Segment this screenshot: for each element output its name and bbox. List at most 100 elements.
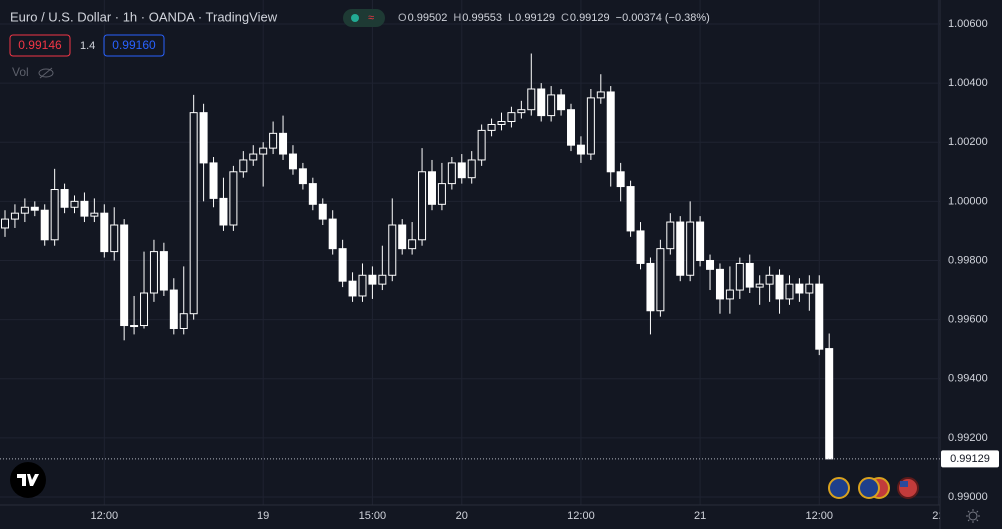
candle-body bbox=[527, 88, 536, 111]
logo-bg bbox=[10, 462, 46, 498]
candle-body bbox=[735, 262, 744, 291]
candle-body bbox=[547, 94, 556, 117]
candle-body bbox=[567, 109, 576, 146]
candle-body bbox=[447, 162, 456, 185]
candle-body bbox=[795, 283, 804, 294]
event-eu[interactable] bbox=[858, 477, 880, 499]
flag-canton bbox=[900, 481, 908, 487]
y-tick-label: 0.99200 bbox=[948, 432, 988, 444]
candle-body bbox=[576, 144, 585, 155]
candle-body bbox=[308, 183, 317, 205]
y-tick-label: 1.00000 bbox=[948, 195, 988, 207]
x-tick-label: 12:00 bbox=[805, 510, 833, 522]
candle-body bbox=[60, 189, 69, 208]
candle-body bbox=[20, 206, 29, 214]
ask-box[interactable] bbox=[103, 34, 165, 57]
eye-icon bbox=[38, 68, 54, 78]
candle-body bbox=[775, 274, 784, 300]
candle-body bbox=[358, 274, 367, 297]
candle-body bbox=[199, 112, 208, 164]
price-axis-panel bbox=[940, 0, 1002, 529]
spread: 1.4 bbox=[80, 40, 95, 52]
ohlc-key: L bbox=[508, 12, 514, 24]
x-tick-label: 12:00 bbox=[91, 510, 119, 522]
candle-body bbox=[725, 289, 734, 300]
candle-body bbox=[130, 325, 139, 328]
candle-body bbox=[338, 248, 347, 282]
candle-body bbox=[209, 162, 218, 199]
ohlc-key: C bbox=[561, 12, 569, 24]
logo-mark bbox=[17, 474, 39, 486]
event-eu[interactable] bbox=[828, 477, 850, 499]
candle-body bbox=[179, 313, 188, 329]
volume-label: Vol bbox=[12, 65, 29, 79]
candle-body bbox=[10, 212, 19, 220]
candle-body bbox=[606, 91, 615, 173]
candle-body bbox=[815, 283, 824, 350]
candle-body bbox=[765, 274, 774, 285]
candle-body bbox=[487, 123, 496, 131]
ohlc-change: −0.00374 (−0.38%) bbox=[616, 12, 710, 24]
candle-body bbox=[149, 251, 158, 294]
candle-body bbox=[467, 159, 476, 179]
x-tick-label: 21 bbox=[694, 510, 706, 522]
last-price-box bbox=[941, 450, 999, 468]
candle-body bbox=[616, 171, 625, 188]
events bbox=[828, 477, 919, 499]
last-price-label: 0.99129 bbox=[950, 453, 990, 465]
candle-body bbox=[120, 224, 129, 327]
bid-price: 0.99146 bbox=[18, 38, 62, 52]
ohlc-key: O bbox=[398, 12, 407, 24]
settings-icon[interactable] bbox=[966, 509, 980, 523]
candle-body bbox=[298, 168, 307, 185]
ohlc-key: H bbox=[453, 12, 461, 24]
candle-body bbox=[745, 262, 754, 288]
y-tick-label: 1.00200 bbox=[948, 136, 988, 148]
candle-body bbox=[288, 153, 297, 170]
ohlc-legend: O 0.99502 H 0.99553 L 0.99129 C 0.99129 −0.00374… bbox=[398, 12, 710, 24]
candle-body bbox=[686, 221, 695, 276]
candle-body bbox=[557, 94, 566, 111]
candle-body bbox=[159, 251, 168, 291]
time-axis: 12:00 19 15:00 20 12:00 21 12:00 22 bbox=[91, 510, 945, 522]
candle-body bbox=[269, 132, 278, 149]
candle-body bbox=[537, 88, 546, 117]
candle-body bbox=[656, 248, 665, 312]
candle-body bbox=[755, 283, 764, 288]
ask-price: 0.99160 bbox=[112, 38, 156, 52]
candle-body bbox=[368, 274, 377, 285]
candle-body bbox=[219, 197, 228, 226]
candle-body bbox=[229, 171, 238, 226]
candle-body bbox=[646, 262, 655, 312]
candle-body bbox=[427, 171, 436, 205]
hide-volume-icon[interactable] bbox=[38, 67, 54, 79]
candle-body bbox=[636, 230, 645, 264]
y-tick-label: 0.99400 bbox=[948, 373, 988, 385]
candle-body bbox=[90, 212, 99, 217]
bid-box[interactable] bbox=[9, 34, 71, 57]
candle-body bbox=[80, 200, 89, 217]
candle-body bbox=[50, 189, 59, 241]
candle-body bbox=[785, 283, 794, 300]
y-tick-label: 1.00400 bbox=[948, 77, 988, 89]
candle-body bbox=[408, 239, 417, 250]
candle-body bbox=[110, 224, 119, 253]
candle-body bbox=[457, 162, 466, 179]
candle-body bbox=[805, 283, 814, 294]
candle-body bbox=[100, 212, 109, 253]
candle-body bbox=[586, 97, 595, 155]
logo[interactable] bbox=[10, 462, 46, 498]
market-status[interactable] bbox=[343, 9, 385, 27]
candle-body bbox=[517, 109, 526, 114]
y-tick-label: 0.99800 bbox=[948, 254, 988, 266]
eye-slash bbox=[39, 67, 53, 79]
candle-body bbox=[596, 91, 605, 99]
candle-body bbox=[259, 147, 268, 155]
candle-body bbox=[507, 112, 516, 123]
candle-body bbox=[318, 203, 327, 220]
candle-body bbox=[626, 186, 635, 232]
candle-body bbox=[169, 289, 178, 329]
candle-body bbox=[70, 200, 79, 208]
